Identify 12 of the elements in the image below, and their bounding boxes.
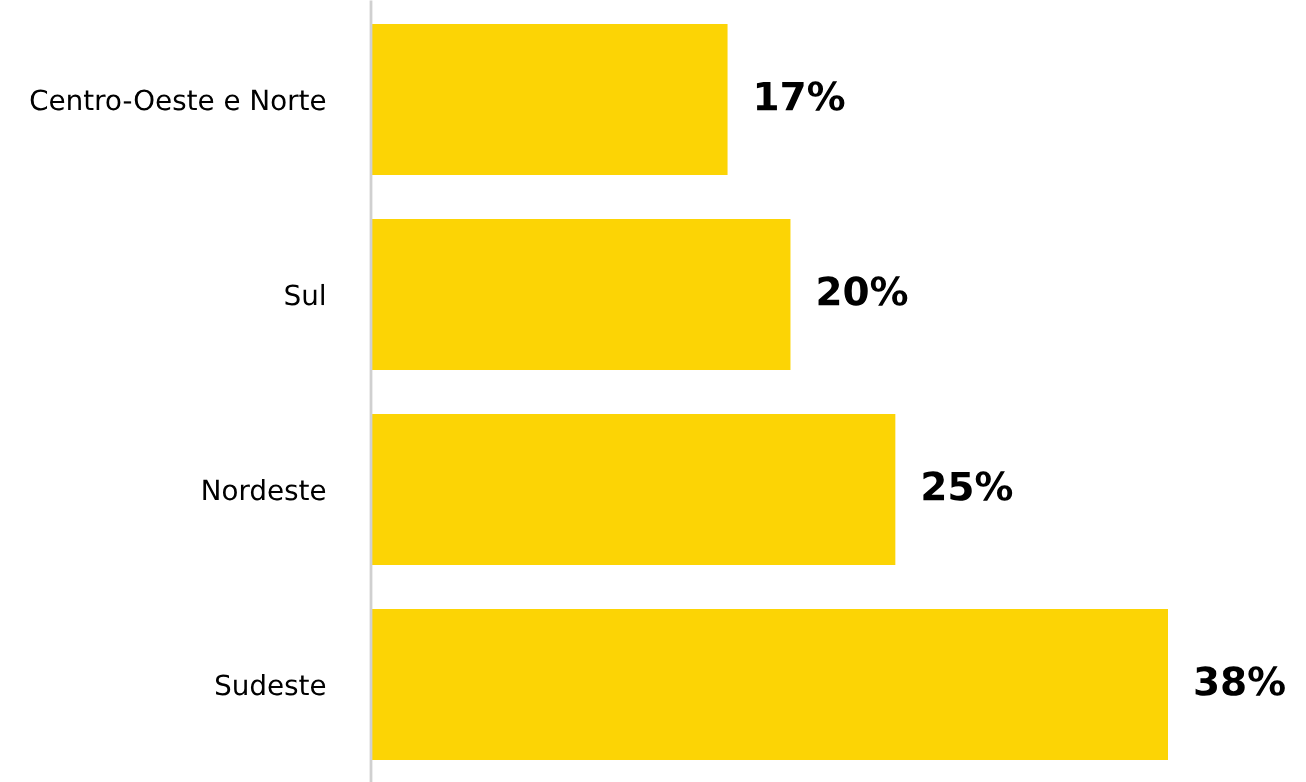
bar: [371, 219, 791, 370]
bar: [371, 24, 728, 175]
data-label: 20%: [818, 276, 908, 306]
y-tick-label: Sul: [285, 283, 324, 306]
y-tick-label: Sudeste: [215, 673, 326, 696]
bar: [371, 609, 1168, 760]
y-tick-label: Nordeste: [203, 478, 326, 501]
data-label: 38%: [1195, 666, 1285, 696]
data-label: 25%: [923, 471, 1013, 501]
data-label: 17%: [756, 81, 845, 111]
y-tick-label: Centro-Oeste e Norte: [30, 89, 326, 111]
bar: [371, 414, 896, 565]
